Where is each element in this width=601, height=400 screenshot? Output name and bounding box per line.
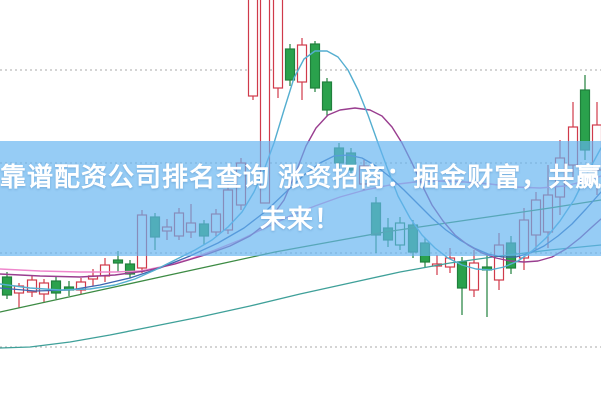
candle-body bbox=[50, 280, 62, 294]
candle-body bbox=[284, 48, 296, 81]
candle-body bbox=[456, 261, 468, 289]
ma-cyan bbox=[0, 50, 601, 291]
candle-body bbox=[112, 259, 124, 264]
promo-ad-banner[interactable]: 靠谱配资公司排名查询 涨资招商：掘金财富，共赢 未来！ bbox=[0, 141, 601, 256]
candle-body bbox=[99, 264, 111, 277]
candle-body bbox=[247, 0, 259, 97]
candle-body bbox=[26, 279, 38, 293]
candle-body bbox=[272, 0, 284, 89]
candle-body bbox=[309, 43, 321, 89]
promo-ad-text-line1: 靠谱配资公司排名查询 涨资招商：掘金财富，共赢 bbox=[0, 162, 601, 192]
candle-body bbox=[468, 262, 480, 291]
candle-body bbox=[124, 263, 136, 275]
promo-ad-text-line2: 未来！ bbox=[259, 204, 341, 234]
candle-body bbox=[321, 81, 333, 111]
